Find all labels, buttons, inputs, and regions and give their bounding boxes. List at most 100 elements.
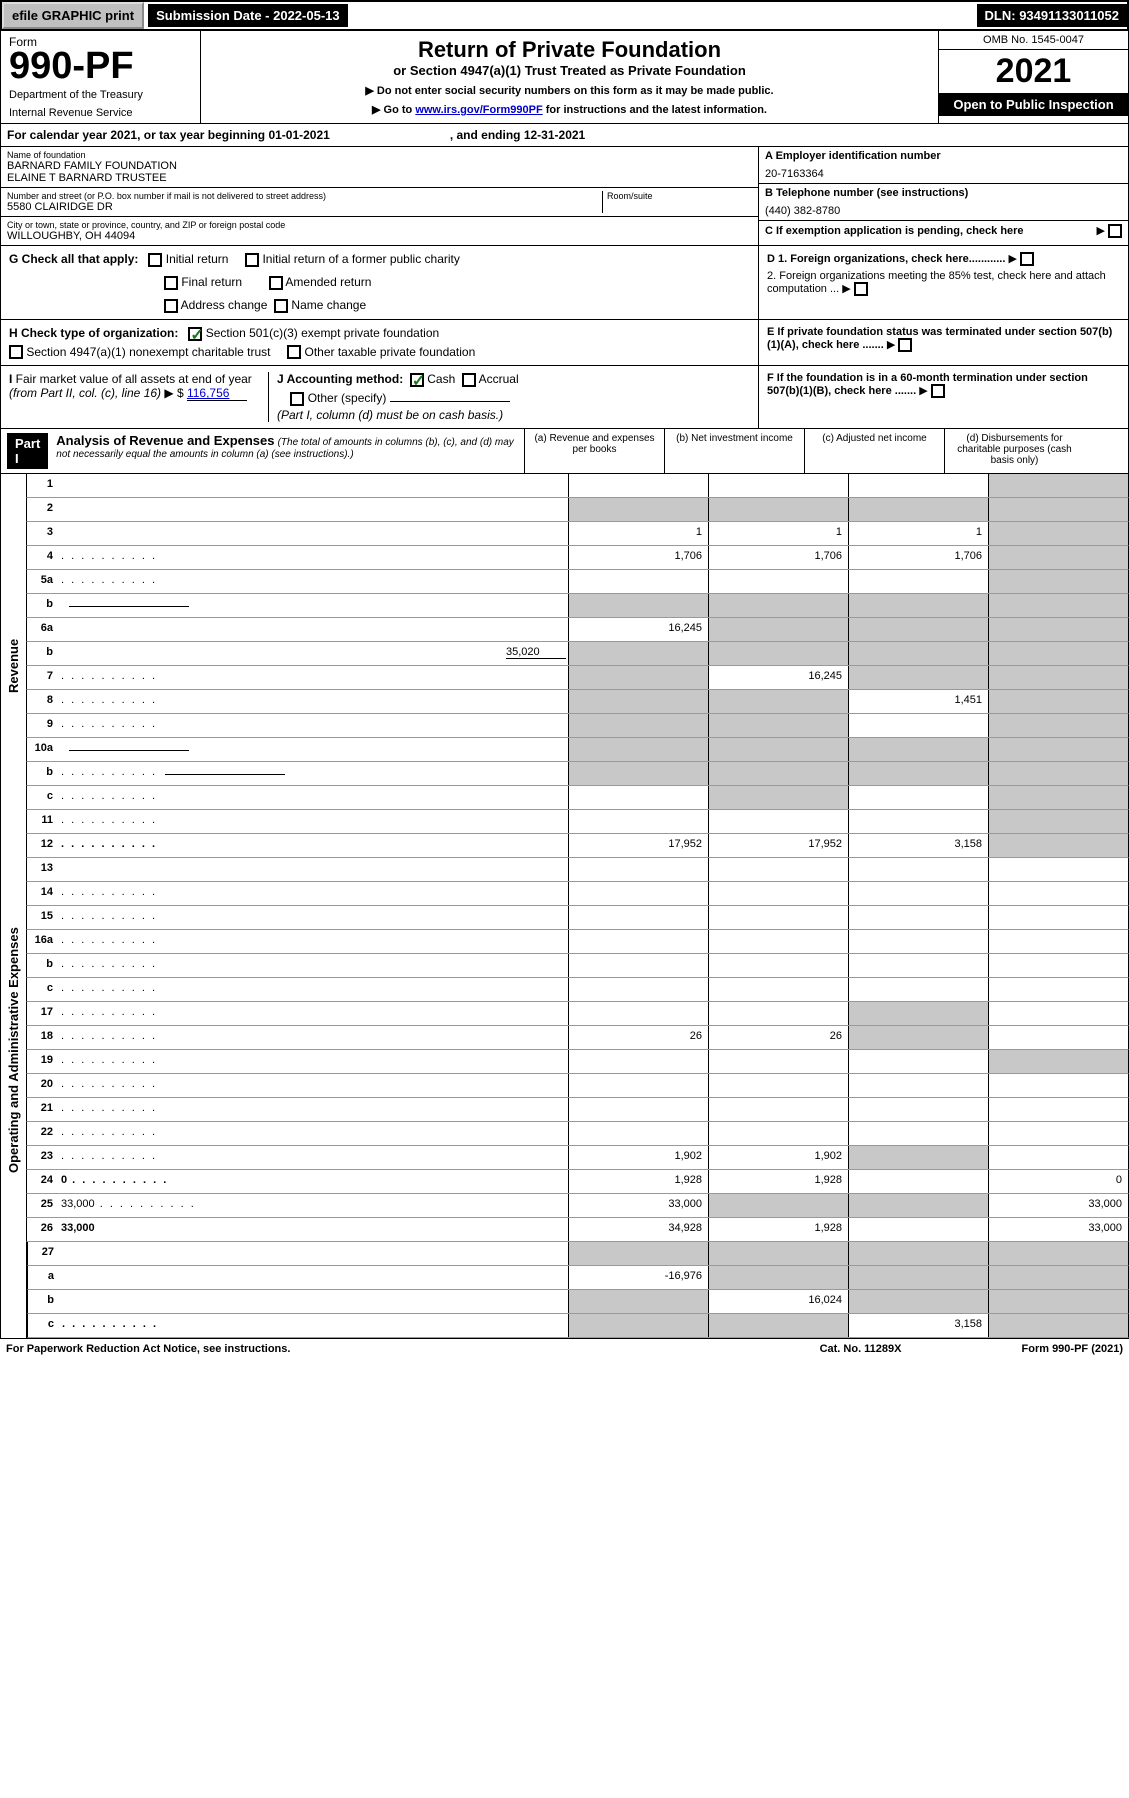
amount-col-b xyxy=(708,906,848,929)
line-number: 15 xyxy=(27,906,59,929)
line-description xyxy=(59,618,568,641)
tax-year: 2021 xyxy=(939,50,1128,93)
table-row: 13 xyxy=(26,858,1129,882)
amount-col-a: 34,928 xyxy=(568,1218,708,1241)
amount-col-d xyxy=(988,1074,1128,1097)
line-description xyxy=(59,738,568,761)
amount-col-c xyxy=(848,714,988,737)
cat-no: Cat. No. 11289X xyxy=(820,1343,902,1355)
calendar-year-row: For calendar year 2021, or tax year begi… xyxy=(0,124,1129,147)
status-terminated-checkbox[interactable] xyxy=(898,338,912,352)
exemption-checkbox[interactable] xyxy=(1108,224,1122,238)
revenue-section: Revenue 12311141,7061,7061,7065ab6a16,24… xyxy=(0,474,1129,858)
foundation-name-1: BARNARD FAMILY FOUNDATION xyxy=(7,160,752,172)
line-number: 14 xyxy=(27,882,59,905)
amount-col-b xyxy=(708,1266,848,1289)
table-row: 182626 xyxy=(26,1026,1129,1050)
table-row: 2533,00033,00033,000 xyxy=(26,1194,1129,1218)
amount-col-a xyxy=(568,1002,708,1025)
501c3-checkbox[interactable] xyxy=(188,327,202,341)
part1-header-row: Part I Analysis of Revenue and Expenses … xyxy=(0,429,1129,474)
other-method-checkbox[interactable] xyxy=(290,392,304,406)
amount-col-a xyxy=(568,1314,708,1337)
accrual-checkbox[interactable] xyxy=(462,373,476,387)
table-row: c xyxy=(26,978,1129,1002)
amount-col-a xyxy=(568,666,708,689)
line-number: 3 xyxy=(27,522,59,545)
amount-col-a: 16,245 xyxy=(568,618,708,641)
table-row: b16,024 xyxy=(27,1290,1129,1314)
line-number: a xyxy=(28,1266,60,1289)
line-number: 27 xyxy=(28,1242,60,1265)
amount-col-b: 16,245 xyxy=(708,666,848,689)
line-description xyxy=(60,1242,568,1265)
form-subtitle: or Section 4947(a)(1) Trust Treated as P… xyxy=(207,63,932,78)
amount-col-d xyxy=(988,1242,1128,1265)
col-d-header: (d) Disbursements for charitable purpose… xyxy=(944,429,1084,473)
amount-col-a: 1,928 xyxy=(568,1170,708,1193)
dln: DLN: 93491133011052 xyxy=(977,4,1127,27)
table-row: 22 xyxy=(26,1122,1129,1146)
line-description xyxy=(59,546,568,569)
table-row: 14 xyxy=(26,882,1129,906)
address-change-checkbox[interactable] xyxy=(164,299,178,313)
foreign-85-checkbox[interactable] xyxy=(854,282,868,296)
form-title-block: Return of Private Foundation or Section … xyxy=(201,31,938,123)
table-row: 15 xyxy=(26,906,1129,930)
city-cell: City or town, state or province, country… xyxy=(1,217,758,245)
line-number: 25 xyxy=(27,1194,59,1217)
line-number: 20 xyxy=(27,1074,59,1097)
amount-col-d xyxy=(988,1002,1128,1025)
4947-checkbox[interactable] xyxy=(9,345,23,359)
foreign-org-checkbox[interactable] xyxy=(1020,252,1034,266)
amount-col-d xyxy=(988,882,1128,905)
name-change-checkbox[interactable] xyxy=(274,299,288,313)
amount-col-a xyxy=(568,498,708,521)
line-number: 17 xyxy=(27,1002,59,1025)
amount-col-a xyxy=(568,642,708,665)
line-description xyxy=(59,666,568,689)
amount-col-c xyxy=(848,810,988,833)
other-taxable-checkbox[interactable] xyxy=(287,345,301,359)
table-row: 27 xyxy=(27,1242,1129,1266)
table-row: 6a16,245 xyxy=(26,618,1129,642)
amount-col-c xyxy=(848,1050,988,1073)
60month-checkbox[interactable] xyxy=(931,384,945,398)
exemption-pending-cell: C If exemption application is pending, c… xyxy=(759,221,1128,241)
amount-col-b xyxy=(708,570,848,593)
amended-return-checkbox[interactable] xyxy=(269,276,283,290)
telephone-value: (440) 382-8780 xyxy=(765,205,1122,217)
expenses-section: Operating and Administrative Expenses 13… xyxy=(0,858,1129,1242)
line-number: 8 xyxy=(27,690,59,713)
line-number: 10a xyxy=(27,738,59,761)
form990pf-link[interactable]: www.irs.gov/Form990PF xyxy=(415,104,542,116)
fmv-value[interactable]: 116,756 xyxy=(187,386,247,401)
amount-col-a xyxy=(568,1098,708,1121)
form-year-block: OMB No. 1545-0047 2021 Open to Public In… xyxy=(938,31,1128,123)
cash-checkbox[interactable] xyxy=(410,373,424,387)
amount-col-b xyxy=(708,714,848,737)
amount-col-b xyxy=(708,1098,848,1121)
initial-return-checkbox[interactable] xyxy=(148,253,162,267)
line-description: 33,000 xyxy=(59,1194,568,1217)
amount-col-c xyxy=(848,762,988,785)
efile-print-button[interactable]: efile GRAPHIC print xyxy=(2,2,144,29)
amount-col-b xyxy=(708,1314,848,1337)
final-return-checkbox[interactable] xyxy=(164,276,178,290)
part1-label: Part I xyxy=(7,433,48,469)
amount-col-d xyxy=(988,1146,1128,1169)
amount-col-c xyxy=(848,786,988,809)
line-number: 4 xyxy=(27,546,59,569)
line-description: 35,020 xyxy=(59,642,568,665)
initial-former-checkbox[interactable] xyxy=(245,253,259,267)
foundation-name-2: ELAINE T BARNARD TRUSTEE xyxy=(7,172,752,184)
amount-col-b xyxy=(708,954,848,977)
amount-col-c xyxy=(848,1122,988,1145)
line-number: 12 xyxy=(27,834,59,857)
table-row: 10a xyxy=(26,738,1129,762)
amount-col-d xyxy=(988,498,1128,521)
amount-col-b xyxy=(708,1002,848,1025)
paperwork-notice: For Paperwork Reduction Act Notice, see … xyxy=(6,1343,290,1355)
expenses-side-label: Operating and Administrative Expenses xyxy=(0,858,26,1242)
amount-col-b: 16,024 xyxy=(708,1290,848,1313)
